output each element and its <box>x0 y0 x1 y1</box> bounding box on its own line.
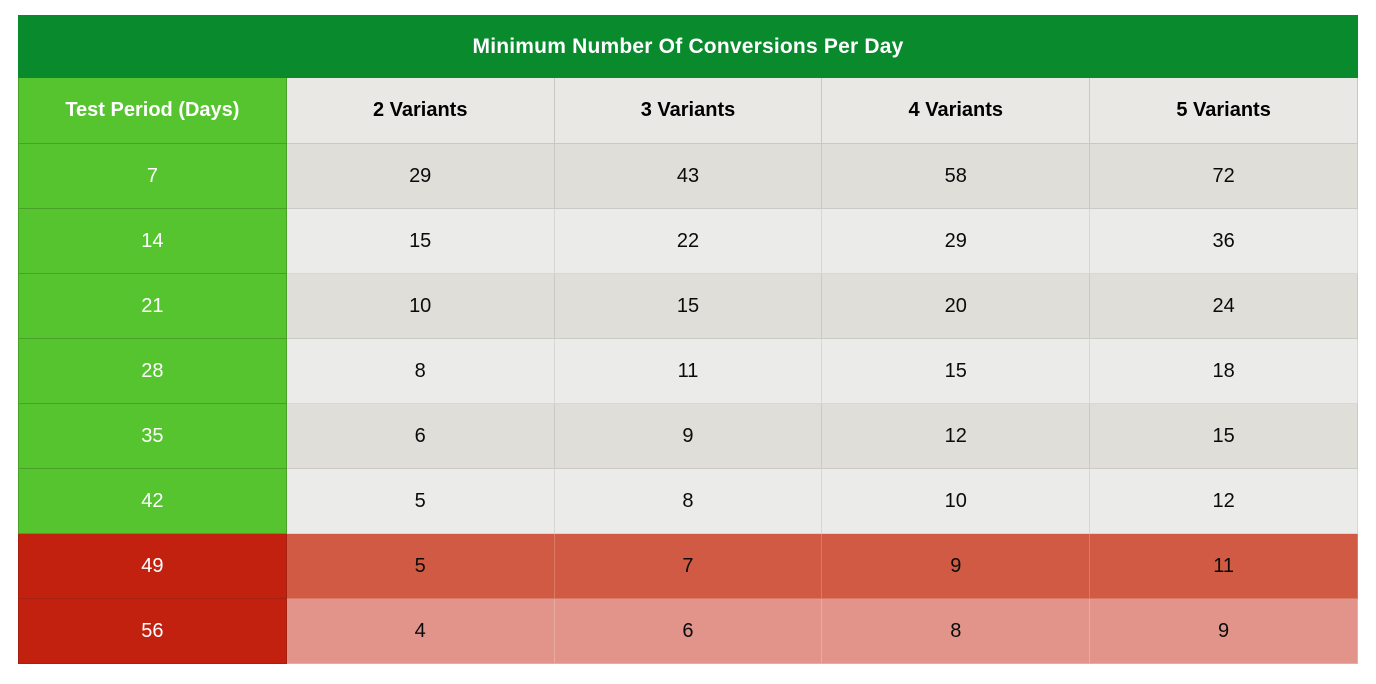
table-title: Minimum Number Of Conversions Per Day <box>18 15 1358 78</box>
header-row: Test Period (Days) 2 Variants 3 Variants… <box>18 77 1358 144</box>
conversions-table: Minimum Number Of Conversions Per Day Te… <box>18 15 1358 664</box>
value-cell: 8 <box>285 338 555 404</box>
value-cell: 29 <box>821 208 1091 274</box>
period-cell: 7 <box>18 143 287 209</box>
value-cell: 58 <box>821 143 1091 209</box>
value-cell: 18 <box>1089 338 1358 404</box>
value-cell: 22 <box>553 208 823 274</box>
table-row-21: 21 10 15 20 24 <box>18 273 1358 339</box>
table-row-42: 42 5 8 10 12 <box>18 468 1358 534</box>
value-cell: 7 <box>553 533 823 599</box>
title-row: Minimum Number Of Conversions Per Day <box>18 15 1358 78</box>
value-cell: 10 <box>285 273 555 339</box>
period-cell: 56 <box>18 598 287 664</box>
value-cell: 9 <box>553 403 823 469</box>
period-cell: 28 <box>18 338 287 404</box>
table-row-56: 56 4 6 8 9 <box>18 598 1358 664</box>
value-cell: 5 <box>285 468 555 534</box>
value-cell: 24 <box>1089 273 1358 339</box>
column-header-test-period: Test Period (Days) <box>18 77 287 144</box>
value-cell: 12 <box>821 403 1091 469</box>
value-cell: 36 <box>1089 208 1358 274</box>
table-row-49: 49 5 7 9 11 <box>18 533 1358 599</box>
value-cell: 12 <box>1089 468 1358 534</box>
value-cell: 9 <box>1089 598 1358 664</box>
value-cell: 11 <box>1089 533 1358 599</box>
value-cell: 8 <box>553 468 823 534</box>
value-cell: 9 <box>821 533 1091 599</box>
column-header-3-variants: 3 Variants <box>553 77 823 144</box>
period-cell: 21 <box>18 273 287 339</box>
value-cell: 6 <box>285 403 555 469</box>
period-cell: 35 <box>18 403 287 469</box>
table-row-28: 28 8 11 15 18 <box>18 338 1358 404</box>
column-header-5-variants: 5 Variants <box>1089 77 1358 144</box>
value-cell: 8 <box>821 598 1091 664</box>
column-header-4-variants: 4 Variants <box>821 77 1091 144</box>
value-cell: 6 <box>553 598 823 664</box>
value-cell: 10 <box>821 468 1091 534</box>
table-row-7: 7 29 43 58 72 <box>18 143 1358 209</box>
table-row-14: 14 15 22 29 36 <box>18 208 1358 274</box>
value-cell: 15 <box>821 338 1091 404</box>
table-row-35: 35 6 9 12 15 <box>18 403 1358 469</box>
value-cell: 15 <box>553 273 823 339</box>
value-cell: 72 <box>1089 143 1358 209</box>
period-cell: 42 <box>18 468 287 534</box>
value-cell: 29 <box>285 143 555 209</box>
value-cell: 11 <box>553 338 823 404</box>
value-cell: 15 <box>1089 403 1358 469</box>
value-cell: 43 <box>553 143 823 209</box>
period-cell: 49 <box>18 533 287 599</box>
value-cell: 5 <box>285 533 555 599</box>
value-cell: 15 <box>285 208 555 274</box>
column-header-2-variants: 2 Variants <box>285 77 555 144</box>
period-cell: 14 <box>18 208 287 274</box>
value-cell: 20 <box>821 273 1091 339</box>
value-cell: 4 <box>285 598 555 664</box>
